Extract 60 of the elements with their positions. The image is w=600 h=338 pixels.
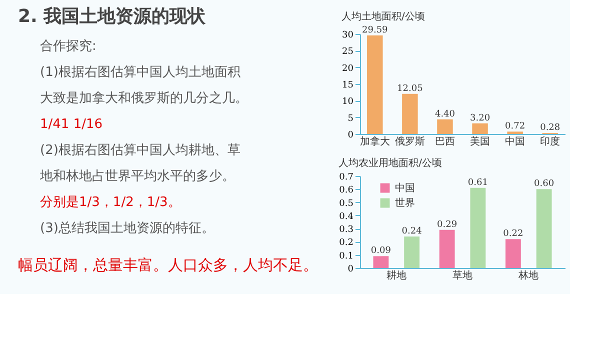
data-label: 3.20 — [470, 113, 490, 124]
y-tick-label: 0.5 — [339, 198, 354, 209]
bar — [373, 256, 389, 268]
y-tick-label: 30 — [342, 30, 354, 40]
x-tick-label: 加拿大 — [360, 136, 390, 148]
text: 地和林地占世界平均水平的多少。 — [39, 169, 235, 184]
bar — [439, 230, 455, 268]
y-tick-label: 0.1 — [339, 251, 354, 262]
y-tick-label: 10 — [342, 97, 354, 108]
text: 大致是加拿大和俄罗斯的几分之几。 — [40, 91, 248, 106]
text: 1/41 1/16 — [40, 117, 103, 132]
data-label: 0.24 — [402, 226, 422, 236]
data-label: 0.22 — [503, 229, 524, 240]
bar — [402, 94, 418, 134]
text: 分别是1/3，1/2，1/3。 — [40, 195, 181, 210]
text: (3)总结我国土地资源的特征。 — [40, 221, 214, 236]
bar — [472, 123, 488, 134]
y-tick-label: 0.2 — [339, 238, 354, 248]
data-label: 0.29 — [437, 220, 458, 230]
x-tick-label: 中国 — [505, 136, 526, 148]
text: 合作探究: — [40, 39, 96, 54]
x-tick-label: 巴西 — [434, 136, 455, 148]
legend-label: 中国 — [395, 182, 415, 194]
x-tick-label: 美国 — [470, 136, 490, 148]
bar — [437, 119, 453, 134]
text: (1)根据右图估算中国人均土地面积 — [40, 65, 240, 80]
text: 2. 我国土地资源的现状 — [18, 6, 207, 27]
y-tick-label: 25 — [342, 47, 354, 58]
bar — [536, 189, 552, 268]
bar — [404, 236, 420, 268]
y-tick-label: 0 — [348, 264, 354, 274]
y-tick-label: 15 — [342, 80, 354, 90]
y-axis-title: 人均农业用地面积/公顷 — [338, 157, 442, 169]
text: 幅员辽阔，总量丰富。人口众多，人均不足。 — [18, 256, 318, 274]
text: (2)根据右图估算中国人均耕地、草 — [40, 143, 240, 158]
data-label: 12.05 — [397, 84, 424, 94]
data-label: 0.28 — [540, 123, 560, 134]
x-tick-label: 耕地 — [386, 270, 406, 282]
y-tick-label: 0 — [348, 130, 354, 140]
x-tick-label: 俄罗斯 — [394, 136, 425, 148]
x-tick-label: 林地 — [518, 270, 539, 282]
x-tick-label: 印度 — [540, 136, 560, 148]
y-tick-label: 5 — [348, 114, 354, 124]
data-label: 0.09 — [370, 246, 392, 256]
y-tick-label: 0.3 — [339, 225, 354, 236]
y-tick-label: 0.6 — [339, 186, 354, 196]
y-axis-title: 人均土地面积/公顷 — [342, 10, 425, 22]
y-tick-label: 0.7 — [339, 172, 354, 182]
data-label: 0.60 — [534, 179, 554, 190]
data-label: 29.59 — [362, 25, 388, 36]
y-tick-label: 20 — [342, 64, 354, 74]
bar — [367, 35, 383, 134]
bar — [470, 188, 486, 268]
data-label: 0.61 — [468, 178, 488, 188]
bar — [505, 239, 521, 268]
x-tick-label: 草地 — [452, 270, 472, 282]
data-label: 4.40 — [434, 109, 456, 120]
legend-label: 世界 — [395, 197, 415, 209]
y-tick-label: 0.4 — [339, 212, 354, 222]
data-label: 0.72 — [505, 122, 526, 132]
